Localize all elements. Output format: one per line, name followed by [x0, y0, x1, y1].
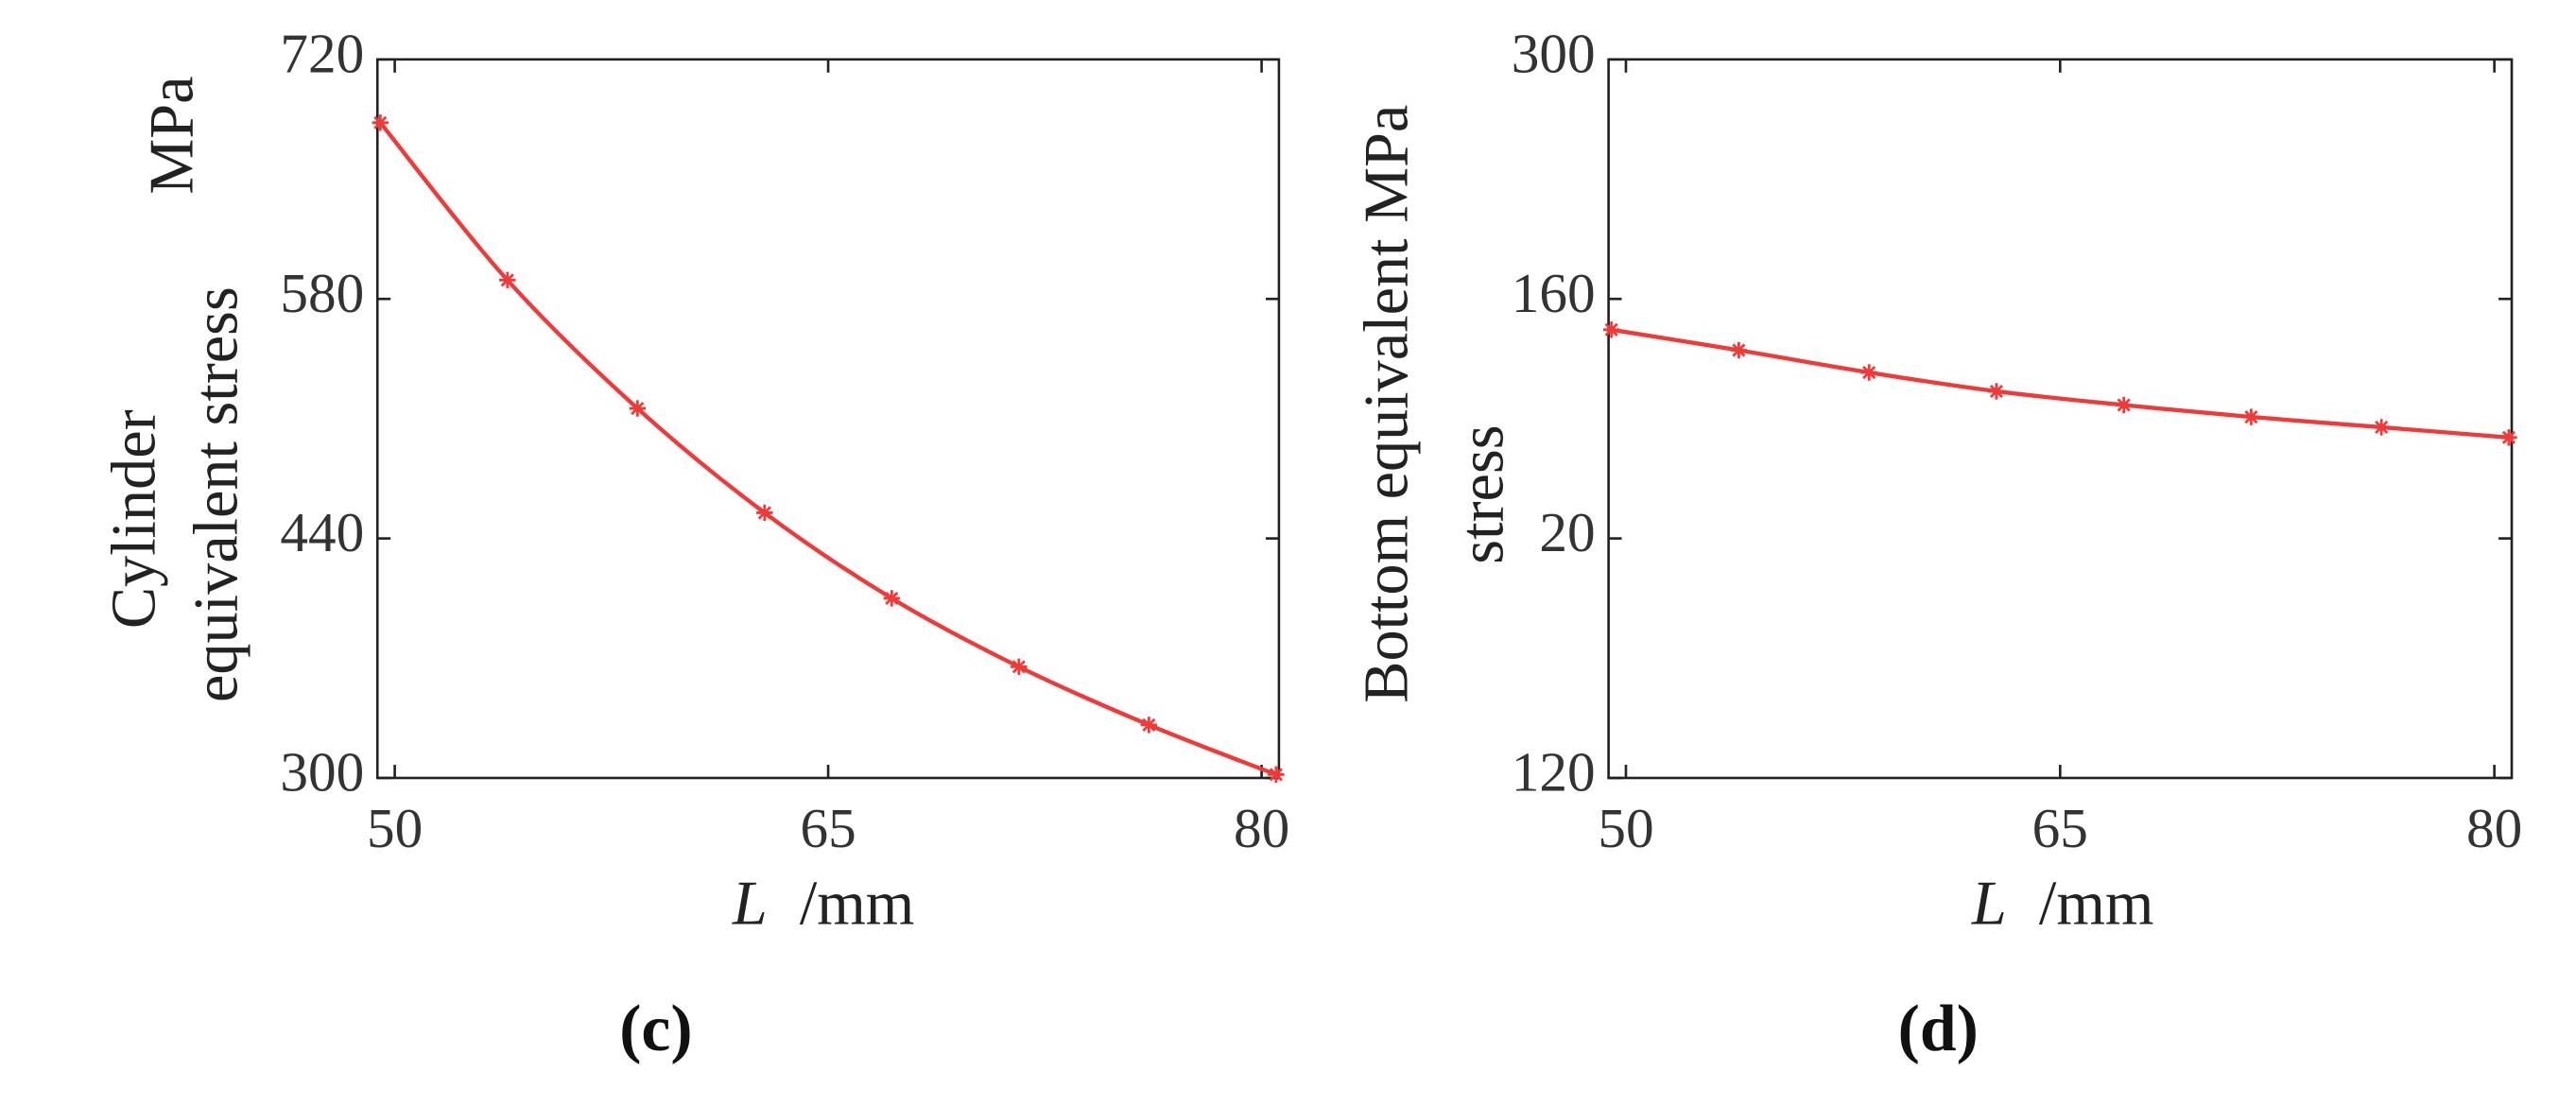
marker-stroke	[373, 115, 388, 130]
data-marker	[1268, 766, 1285, 784]
data-marker	[1730, 341, 1748, 359]
x-tick-label: 50	[367, 797, 423, 859]
marker-stroke	[1732, 343, 1746, 357]
data-marker	[1988, 383, 2005, 400]
x-tick-label: 80	[1234, 797, 1289, 859]
panel-label: (d)	[1898, 993, 1979, 1065]
marker-stroke	[1142, 717, 1156, 732]
y-tick-label: 120	[1512, 741, 1596, 804]
marker-stroke	[1011, 660, 1026, 674]
data-marker	[2242, 408, 2260, 425]
marker-stroke	[2244, 410, 2258, 424]
y-axis-label: equivalent stress	[182, 286, 251, 702]
data-marker	[883, 590, 901, 607]
marker-stroke	[631, 401, 645, 416]
y-tick-label: 300	[280, 741, 364, 804]
x-tick-label: 50	[1598, 797, 1653, 859]
marker-stroke	[1989, 384, 2004, 399]
marker-stroke	[1604, 322, 1618, 337]
x-axis-label: L	[732, 870, 768, 939]
y-tick-label: 580	[280, 262, 364, 324]
x-axis-label: /mm	[2039, 870, 2153, 939]
x-tick-label: 65	[2032, 797, 2088, 859]
x-axis-label: L	[1971, 870, 2007, 939]
y-axis-label: stress	[1448, 424, 1517, 563]
panel-label: (c)	[619, 993, 692, 1065]
y-tick-label: 720	[280, 22, 364, 84]
y-axis-label: MPa	[137, 76, 206, 194]
marker-stroke	[757, 506, 771, 520]
y-axis-label: Bottom equivalent MPa	[1352, 105, 1421, 703]
marker-stroke	[500, 273, 514, 287]
data-marker	[2373, 419, 2390, 436]
x-axis-label: /mm	[800, 870, 914, 939]
data-marker	[372, 114, 389, 131]
x-tick-label: 65	[800, 797, 856, 859]
marker-stroke	[885, 591, 899, 606]
y-tick-label: 160	[1512, 262, 1596, 324]
data-marker	[629, 400, 647, 417]
marker-stroke	[2375, 420, 2389, 435]
y-tick-label: 20	[1539, 501, 1595, 563]
plot-frame	[375, 58, 1281, 780]
data-line	[1611, 327, 2510, 440]
data-marker	[1860, 364, 1877, 381]
y-axis-label: Cylinder	[99, 409, 168, 629]
y-tick-label: 300	[1512, 22, 1596, 84]
data-marker	[2115, 396, 2133, 414]
data-marker	[2500, 429, 2517, 446]
data-marker	[756, 504, 773, 522]
marker-stroke	[1862, 365, 1876, 380]
plot-frame	[1607, 58, 2514, 780]
data-marker	[1602, 321, 1620, 338]
data-marker	[499, 271, 516, 289]
marker-stroke	[1269, 768, 1283, 782]
marker-stroke	[2117, 398, 2131, 412]
data-line	[378, 121, 1277, 777]
y-tick-label: 440	[280, 501, 364, 563]
data-marker	[1140, 717, 1158, 734]
marker-stroke	[2501, 430, 2516, 444]
x-tick-label: 80	[2466, 797, 2522, 859]
data-marker	[1011, 658, 1028, 676]
